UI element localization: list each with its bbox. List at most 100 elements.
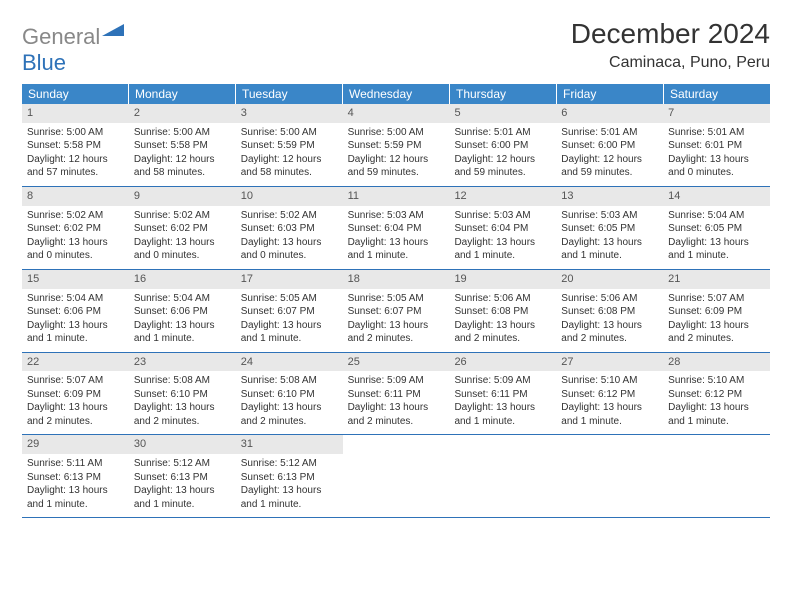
daylight-line: Daylight: 13 hours and 1 minute. (668, 236, 765, 263)
day-number: 5 (449, 104, 556, 123)
daylight-line: Daylight: 12 hours and 59 minutes. (561, 153, 658, 180)
day-number: 7 (663, 104, 770, 123)
sunrise-line: Sunrise: 5:11 AM (27, 457, 124, 471)
sunrise-line: Sunrise: 5:00 AM (348, 126, 445, 140)
day-number: 14 (663, 187, 770, 206)
sunset-line: Sunset: 6:08 PM (561, 305, 658, 319)
day-number: 18 (343, 270, 450, 289)
daylight-line: Daylight: 13 hours and 2 minutes. (561, 319, 658, 346)
sunrise-line: Sunrise: 5:12 AM (134, 457, 231, 471)
sunset-line: Sunset: 5:58 PM (134, 139, 231, 153)
weeks-container: 1Sunrise: 5:00 AMSunset: 5:58 PMDaylight… (22, 104, 770, 518)
day-cell: 17Sunrise: 5:05 AMSunset: 6:07 PMDayligh… (236, 270, 343, 352)
day-body: Sunrise: 5:04 AMSunset: 6:05 PMDaylight:… (663, 206, 770, 269)
weekday-thursday: Thursday (450, 84, 557, 104)
weekday-monday: Monday (129, 84, 236, 104)
day-cell: 26Sunrise: 5:09 AMSunset: 6:11 PMDayligh… (449, 353, 556, 435)
day-body: Sunrise: 5:00 AMSunset: 5:58 PMDaylight:… (129, 123, 236, 186)
daylight-line: Daylight: 13 hours and 2 minutes. (348, 319, 445, 346)
day-number: 30 (129, 435, 236, 454)
day-body: Sunrise: 5:04 AMSunset: 6:06 PMDaylight:… (129, 289, 236, 352)
logo-text-gray: General (22, 24, 100, 50)
daylight-line: Daylight: 13 hours and 1 minute. (134, 484, 231, 511)
day-number: 13 (556, 187, 663, 206)
daylight-line: Daylight: 13 hours and 0 minutes. (134, 236, 231, 263)
day-number: 22 (22, 353, 129, 372)
day-number: 2 (129, 104, 236, 123)
daylight-line: Daylight: 13 hours and 2 minutes. (241, 401, 338, 428)
day-cell: 25Sunrise: 5:09 AMSunset: 6:11 PMDayligh… (343, 353, 450, 435)
sunrise-line: Sunrise: 5:05 AM (241, 292, 338, 306)
sunrise-line: Sunrise: 5:01 AM (668, 126, 765, 140)
day-body: Sunrise: 5:08 AMSunset: 6:10 PMDaylight:… (129, 371, 236, 434)
sunrise-line: Sunrise: 5:09 AM (348, 374, 445, 388)
sunrise-line: Sunrise: 5:06 AM (561, 292, 658, 306)
weekday-wednesday: Wednesday (343, 84, 450, 104)
day-number: 1 (22, 104, 129, 123)
daylight-line: Daylight: 13 hours and 2 minutes. (348, 401, 445, 428)
day-number: 17 (236, 270, 343, 289)
day-cell: 2Sunrise: 5:00 AMSunset: 5:58 PMDaylight… (129, 104, 236, 186)
day-cell (343, 435, 450, 517)
sunrise-line: Sunrise: 5:04 AM (134, 292, 231, 306)
day-cell: 4Sunrise: 5:00 AMSunset: 5:59 PMDaylight… (343, 104, 450, 186)
day-body: Sunrise: 5:06 AMSunset: 6:08 PMDaylight:… (556, 289, 663, 352)
day-cell: 6Sunrise: 5:01 AMSunset: 6:00 PMDaylight… (556, 104, 663, 186)
sunset-line: Sunset: 6:07 PM (348, 305, 445, 319)
day-cell: 13Sunrise: 5:03 AMSunset: 6:05 PMDayligh… (556, 187, 663, 269)
calendar: SundayMondayTuesdayWednesdayThursdayFrid… (22, 84, 770, 518)
sunrise-line: Sunrise: 5:08 AM (134, 374, 231, 388)
day-body: Sunrise: 5:12 AMSunset: 6:13 PMDaylight:… (129, 454, 236, 517)
daylight-line: Daylight: 13 hours and 2 minutes. (27, 401, 124, 428)
sunset-line: Sunset: 6:06 PM (134, 305, 231, 319)
sunrise-line: Sunrise: 5:00 AM (241, 126, 338, 140)
day-body: Sunrise: 5:00 AMSunset: 5:59 PMDaylight:… (236, 123, 343, 186)
day-cell: 27Sunrise: 5:10 AMSunset: 6:12 PMDayligh… (556, 353, 663, 435)
sunrise-line: Sunrise: 5:10 AM (561, 374, 658, 388)
daylight-line: Daylight: 12 hours and 59 minutes. (348, 153, 445, 180)
sunrise-line: Sunrise: 5:00 AM (27, 126, 124, 140)
day-number: 29 (22, 435, 129, 454)
day-cell (663, 435, 770, 517)
sunrise-line: Sunrise: 5:07 AM (668, 292, 765, 306)
daylight-line: Daylight: 13 hours and 0 minutes. (668, 153, 765, 180)
sunrise-line: Sunrise: 5:06 AM (454, 292, 551, 306)
day-body: Sunrise: 5:01 AMSunset: 6:00 PMDaylight:… (449, 123, 556, 186)
week-row: 22Sunrise: 5:07 AMSunset: 6:09 PMDayligh… (22, 353, 770, 436)
weekday-friday: Friday (557, 84, 664, 104)
title-block: December 2024 Caminaca, Puno, Peru (571, 18, 770, 72)
sunset-line: Sunset: 6:05 PM (668, 222, 765, 236)
sunrise-line: Sunrise: 5:10 AM (668, 374, 765, 388)
day-cell: 16Sunrise: 5:04 AMSunset: 6:06 PMDayligh… (129, 270, 236, 352)
sunset-line: Sunset: 6:09 PM (27, 388, 124, 402)
sunset-line: Sunset: 6:12 PM (561, 388, 658, 402)
daylight-line: Daylight: 13 hours and 1 minute. (241, 319, 338, 346)
logo-text-blue: Blue (22, 50, 66, 76)
daylight-line: Daylight: 12 hours and 58 minutes. (241, 153, 338, 180)
daylight-line: Daylight: 13 hours and 1 minute. (134, 319, 231, 346)
sunset-line: Sunset: 6:09 PM (668, 305, 765, 319)
sunrise-line: Sunrise: 5:04 AM (27, 292, 124, 306)
day-body: Sunrise: 5:02 AMSunset: 6:03 PMDaylight:… (236, 206, 343, 269)
day-number: 8 (22, 187, 129, 206)
week-row: 1Sunrise: 5:00 AMSunset: 5:58 PMDaylight… (22, 104, 770, 187)
day-body: Sunrise: 5:04 AMSunset: 6:06 PMDaylight:… (22, 289, 129, 352)
daylight-line: Daylight: 13 hours and 1 minute. (454, 236, 551, 263)
daylight-line: Daylight: 12 hours and 58 minutes. (134, 153, 231, 180)
day-body: Sunrise: 5:02 AMSunset: 6:02 PMDaylight:… (22, 206, 129, 269)
sunrise-line: Sunrise: 5:02 AM (27, 209, 124, 223)
day-number: 21 (663, 270, 770, 289)
weekday-saturday: Saturday (664, 84, 770, 104)
day-number: 6 (556, 104, 663, 123)
day-cell (449, 435, 556, 517)
day-body: Sunrise: 5:03 AMSunset: 6:05 PMDaylight:… (556, 206, 663, 269)
sunset-line: Sunset: 6:06 PM (27, 305, 124, 319)
day-cell: 29Sunrise: 5:11 AMSunset: 6:13 PMDayligh… (22, 435, 129, 517)
day-cell: 21Sunrise: 5:07 AMSunset: 6:09 PMDayligh… (663, 270, 770, 352)
sunset-line: Sunset: 6:13 PM (241, 471, 338, 485)
sunrise-line: Sunrise: 5:00 AM (134, 126, 231, 140)
day-cell: 31Sunrise: 5:12 AMSunset: 6:13 PMDayligh… (236, 435, 343, 517)
day-body: Sunrise: 5:10 AMSunset: 6:12 PMDaylight:… (663, 371, 770, 434)
day-number: 12 (449, 187, 556, 206)
day-body: Sunrise: 5:01 AMSunset: 6:01 PMDaylight:… (663, 123, 770, 186)
